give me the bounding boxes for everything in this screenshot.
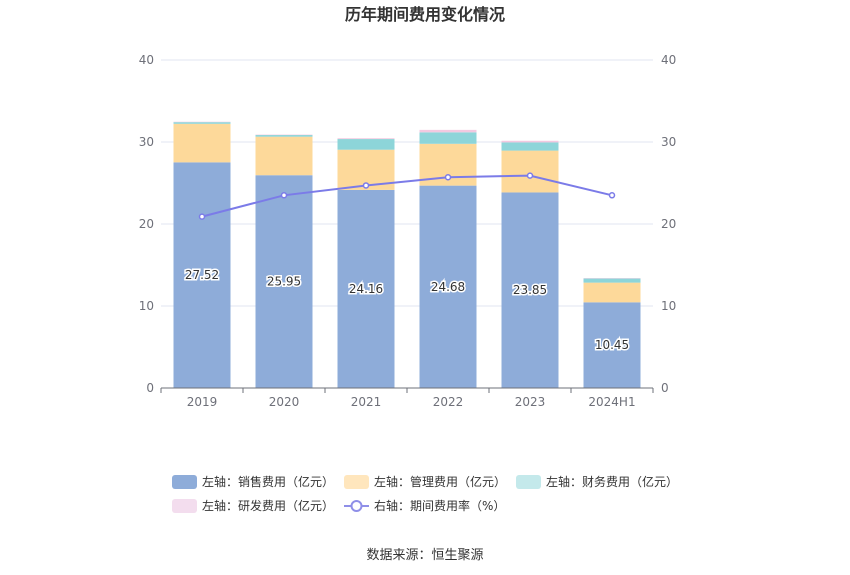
legend-item-finance[interactable]: 左轴：财务费用（亿元） (516, 474, 678, 489)
legend-item-rate[interactable]: 右轴：期间费用率（%） (344, 498, 505, 513)
left-axis-tick-label: 0 (146, 381, 154, 395)
bar-segment-admin (255, 136, 313, 176)
right-axis-tick-label: 0 (661, 381, 669, 395)
data-labels: 27.52 25.95 24.16 24.68 23.85 10.45 (183, 267, 630, 354)
legend-label-sales: 左轴：销售费用（亿元） (202, 474, 334, 489)
bar-segment-finance (173, 122, 231, 124)
rate-line (201, 174, 613, 218)
bar-segment-sales (337, 189, 395, 388)
bar-segment-admin (173, 123, 231, 163)
x-axis-tick-label: 2020 (269, 395, 300, 409)
x-axis-ticks: 2019 2020 2021 2022 2023 2024H1 (160, 388, 654, 409)
legend-item-admin[interactable]: 左轴：管理费用（亿元） (344, 474, 506, 489)
legend-swatch-sales (172, 475, 197, 489)
right-axis-tick-label: 30 (661, 135, 676, 149)
bar-segment-admin (501, 150, 559, 193)
bar-segment-finance (337, 139, 395, 150)
legend-swatch-rnd (172, 499, 197, 513)
left-axis-ticks: 0 10 20 30 40 (139, 53, 154, 395)
bar-segment-sales (501, 192, 559, 388)
bar-value-label: 23.85 (513, 283, 547, 297)
x-axis-tick-label: 2019 (187, 395, 218, 409)
x-axis-tick-label: 2024H1 (588, 395, 635, 409)
legend-label-finance: 左轴：财务费用（亿元） (546, 474, 678, 489)
bar-segment-admin (583, 282, 641, 303)
left-axis-tick-label: 10 (139, 299, 154, 313)
bar-segment-sales (583, 302, 641, 388)
legend-swatch-admin (344, 475, 369, 489)
x-axis-tick-label: 2021 (351, 395, 382, 409)
right-axis-tick-label: 40 (661, 53, 676, 67)
bar-value-label: 24.68 (431, 280, 465, 294)
right-axis-tick-label: 20 (661, 217, 676, 231)
legend-label-rnd: 左轴：研发费用（亿元） (202, 498, 334, 513)
left-axis-tick-label: 40 (139, 53, 154, 67)
left-axis-tick-label: 20 (139, 217, 154, 231)
bar-segment-finance (255, 135, 313, 137)
right-axis-tick-label: 10 (661, 299, 676, 313)
bar-segment-finance (419, 132, 477, 144)
legend-swatch-finance (516, 475, 541, 489)
legend: 左轴：销售费用（亿元） 左轴：管理费用（亿元） 左轴：财务费用（亿元） 左轴：研… (172, 474, 678, 513)
bar-segment-sales (255, 175, 313, 388)
bar-segment-sales (173, 162, 231, 388)
rate-point (362, 182, 370, 189)
rate-point (280, 192, 288, 199)
bar-segment-rnd (419, 129, 477, 133)
rate-point (198, 213, 206, 220)
x-axis-tick-label: 2023 (515, 395, 546, 409)
rate-line-series (198, 172, 616, 220)
bar-value-label: 10.45 (595, 338, 629, 352)
legend-swatch-rate-marker (350, 500, 363, 512)
x-axis-tick-label: 2022 (433, 395, 464, 409)
rate-point (526, 172, 534, 179)
legend-item-rnd[interactable]: 左轴：研发费用（亿元） (172, 498, 334, 513)
legend-item-sales[interactable]: 左轴：销售费用（亿元） (172, 474, 334, 489)
rate-point (608, 192, 616, 199)
bar-value-label: 24.16 (349, 282, 383, 296)
bar-segment-rnd (501, 140, 559, 143)
grid-lines (161, 59, 653, 307)
bar-segment-finance (501, 142, 559, 151)
bar-series (173, 121, 641, 388)
bar-segment-finance (583, 278, 641, 283)
bar-segment-rnd (337, 138, 395, 140)
legend-label-admin: 左轴：管理费用（亿元） (374, 474, 506, 489)
chart-title: 历年期间费用变化情况 (345, 5, 505, 24)
rate-point (444, 174, 452, 181)
bar-segment-sales (419, 185, 477, 388)
legend-label-rate: 右轴：期间费用率（%） (374, 498, 505, 513)
data-source: 数据来源：恒生聚源 (366, 548, 483, 563)
bar-value-label: 25.95 (267, 275, 301, 289)
bar-value-label: 27.52 (185, 268, 219, 282)
right-axis-ticks: 0 10 20 30 40 (661, 53, 676, 395)
left-axis-tick-label: 30 (139, 135, 154, 149)
